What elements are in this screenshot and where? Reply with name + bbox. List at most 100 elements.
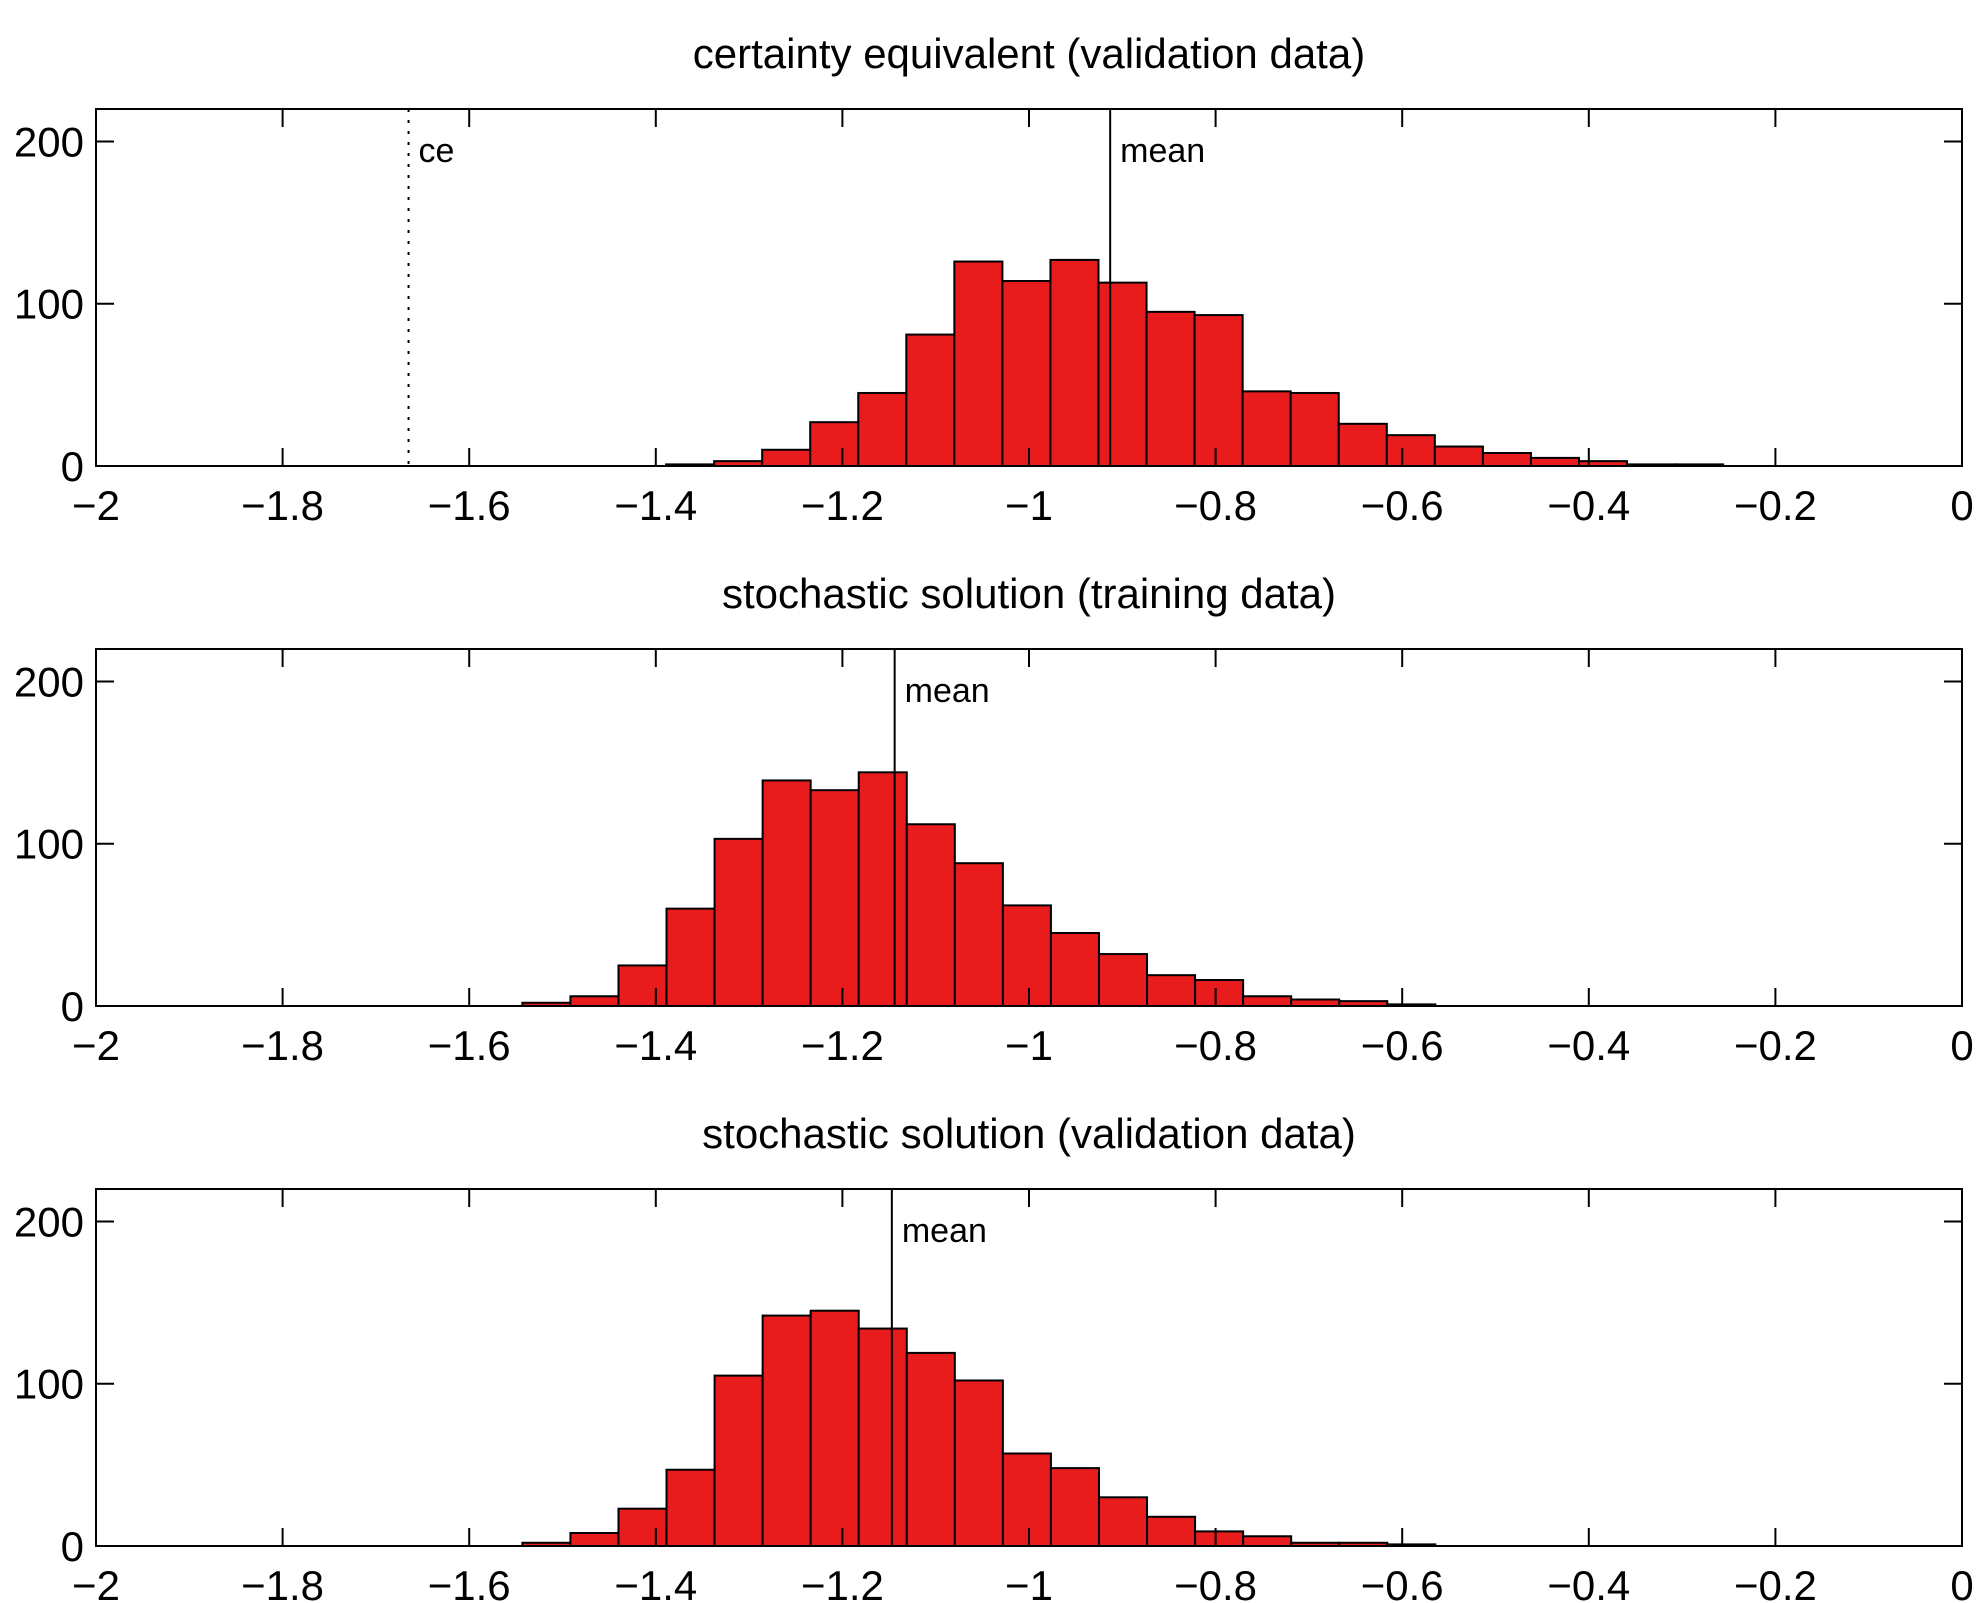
histogram-bar xyxy=(1337,422,1388,467)
x-tick-label: 0 xyxy=(1950,482,1973,529)
histogram-bar xyxy=(761,1314,812,1548)
x-tick-label: 0 xyxy=(1950,1562,1973,1603)
y-tick-label: 100 xyxy=(14,821,84,868)
x-tick-label: −0.2 xyxy=(1734,1022,1817,1069)
histogram-bar xyxy=(1481,452,1532,468)
histogram-bar xyxy=(1097,953,1149,1008)
x-tick-label: −1.6 xyxy=(428,1022,511,1069)
panel-certainty-equivalent-validation: certainty equivalent (validation data) −… xyxy=(14,30,1974,529)
histogram-bar xyxy=(1145,310,1196,467)
x-tick-label: −2 xyxy=(72,1022,120,1069)
histogram-bar xyxy=(1097,281,1148,467)
x-tick-label: −1.8 xyxy=(241,482,324,529)
panel-stochastic-solution-validation: stochastic solution (validation data) −2… xyxy=(14,1110,1974,1603)
histogram-bar xyxy=(617,1507,668,1547)
x-tick-label: −1.2 xyxy=(801,482,884,529)
x-tick-label: −0.4 xyxy=(1547,1562,1630,1603)
x-tick-label: −1.6 xyxy=(428,1562,511,1603)
x-tick-label: −1.4 xyxy=(614,482,697,529)
x-tick-label: −0.4 xyxy=(1547,482,1630,529)
histogram-bar xyxy=(857,771,908,1007)
y-tick-label: 100 xyxy=(14,281,84,328)
histogram-bar xyxy=(665,907,716,1007)
histogram-bar xyxy=(1193,314,1244,467)
x-tick-label: −0.6 xyxy=(1361,482,1444,529)
histogram-bar xyxy=(1049,931,1100,1008)
histogram-bar xyxy=(857,391,908,467)
x-tick-label: −0.8 xyxy=(1174,482,1257,529)
x-tick-label: −0.8 xyxy=(1174,1562,1257,1603)
histogram-bar xyxy=(953,1379,1004,1547)
histogram-bar xyxy=(1241,390,1292,468)
y-tick-label: 100 xyxy=(14,1361,84,1408)
histogram-bar xyxy=(713,837,764,1007)
x-tick-label: −1.4 xyxy=(614,1562,697,1603)
histogram-bar xyxy=(1001,1452,1052,1547)
panel-stochastic-solution-training: stochastic solution (training data) −2 −1… xyxy=(14,570,1974,1069)
histogram-bar xyxy=(1001,280,1052,467)
histogram-bar xyxy=(905,1351,956,1548)
histogram-bar xyxy=(1146,974,1197,1007)
mean-marker-label: mean xyxy=(905,672,990,710)
histogram-bar xyxy=(1194,979,1245,1008)
histogram-bar xyxy=(713,1374,764,1548)
x-tick-label: −1.4 xyxy=(614,1022,697,1069)
x-tick-label: −1.2 xyxy=(801,1562,884,1603)
x-tick-label: −1 xyxy=(1005,482,1053,529)
histogram-bar xyxy=(809,1309,860,1548)
histogram-bar xyxy=(953,862,1004,1008)
x-tick-label: −1 xyxy=(1005,1022,1053,1069)
histogram-bar xyxy=(1001,904,1052,1008)
histogram-bar xyxy=(1049,1467,1100,1548)
x-tick-label: −2 xyxy=(72,482,120,529)
x-tick-label: −0.8 xyxy=(1174,1022,1257,1069)
x-tick-label: −0.4 xyxy=(1547,1022,1630,1069)
x-tick-label: −1.8 xyxy=(241,1022,324,1069)
x-tick-label: −0.6 xyxy=(1361,1022,1444,1069)
x-tick-label: 0 xyxy=(1950,1022,1973,1069)
histogram-bar xyxy=(665,1468,716,1547)
panel-title: certainty equivalent (validation data) xyxy=(693,30,1365,77)
histogram-bar xyxy=(905,823,956,1007)
x-tick-label: −1.2 xyxy=(801,1022,884,1069)
panel-title: stochastic solution (validation data) xyxy=(702,1110,1356,1157)
histogram-bar xyxy=(1433,445,1484,468)
x-tick-label: −1 xyxy=(1005,1562,1053,1603)
x-tick-label: −0.2 xyxy=(1734,482,1817,529)
histogram-bar xyxy=(761,448,812,468)
histogram-bar xyxy=(569,995,620,1007)
histogram-bar xyxy=(617,964,668,1008)
histogram-bar xyxy=(857,1327,908,1548)
histogram-bar xyxy=(1097,1496,1149,1548)
histogram-bar xyxy=(569,1532,620,1548)
histogram-bar xyxy=(1289,391,1340,467)
histogram-bar xyxy=(905,333,956,467)
x-tick-label: −0.6 xyxy=(1361,1562,1444,1603)
histogram-bar xyxy=(1146,1515,1197,1547)
histogram-bar xyxy=(1385,434,1436,467)
panel-title: stochastic solution (training data) xyxy=(722,570,1336,617)
y-tick-label: 0 xyxy=(61,983,84,1030)
mean-marker-label: mean xyxy=(902,1212,987,1250)
y-tick-label: 0 xyxy=(61,443,84,490)
histogram-bar xyxy=(1049,258,1100,467)
x-tick-label: −1.6 xyxy=(428,482,511,529)
histogram-bar xyxy=(761,779,812,1008)
y-tick-label: 200 xyxy=(14,118,84,165)
histogram-bar xyxy=(809,421,860,468)
y-tick-label: 200 xyxy=(14,1198,84,1245)
ce-marker-label: ce xyxy=(419,132,455,170)
histogram-bar xyxy=(953,260,1004,468)
x-tick-label: −0.2 xyxy=(1734,1562,1817,1603)
y-tick-label: 200 xyxy=(14,658,84,705)
x-tick-label: −1.8 xyxy=(241,1562,324,1603)
histogram-bar xyxy=(809,789,860,1007)
y-tick-label: 0 xyxy=(61,1523,84,1570)
histogram-bar xyxy=(1242,995,1293,1007)
mean-marker-label: mean xyxy=(1120,132,1205,170)
histogram-bar xyxy=(1194,1530,1245,1548)
histogram-bar xyxy=(1242,1535,1293,1548)
histogram-bar xyxy=(1529,456,1581,467)
x-tick-label: −2 xyxy=(72,1562,120,1603)
